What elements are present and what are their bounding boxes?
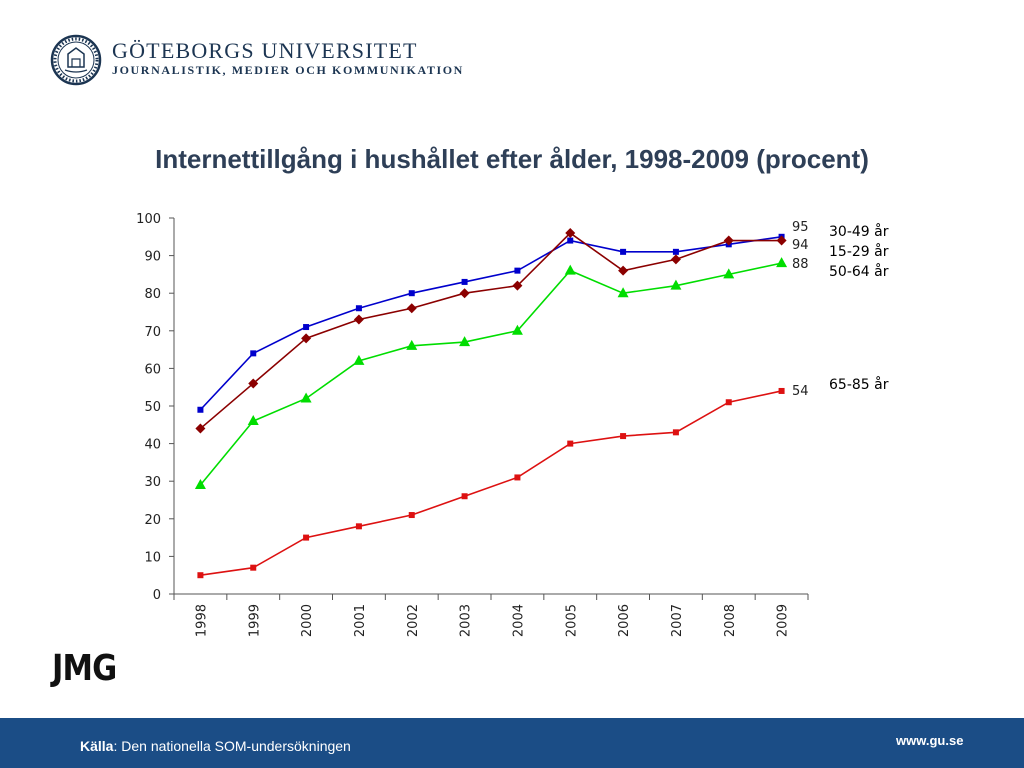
data-point (250, 564, 257, 571)
source-label: Källa (80, 738, 114, 754)
series-line (199, 231, 782, 430)
data-point (511, 324, 523, 335)
legend-label: 15-29 år (829, 243, 889, 260)
x-tick-label: 2007 (670, 604, 685, 637)
data-point (247, 415, 259, 426)
end-value-label: 94 (792, 238, 809, 253)
data-point (567, 440, 574, 447)
jmg-logo: JMG (52, 648, 117, 689)
data-point (564, 264, 576, 275)
data-point (194, 478, 206, 489)
data-point (197, 572, 204, 579)
data-point (723, 235, 734, 246)
x-tick-label: 2002 (406, 604, 421, 637)
legend-label: 30-49 år (829, 223, 889, 240)
data-point (461, 278, 468, 285)
data-point (778, 387, 785, 394)
data-point (197, 406, 204, 413)
y-tick-label: 20 (144, 513, 161, 528)
y-tick-label: 10 (144, 550, 161, 565)
data-point (408, 290, 415, 297)
data-point (723, 268, 735, 279)
data-point (725, 399, 732, 406)
end-value-label: 95 (792, 220, 809, 235)
data-point (620, 433, 627, 440)
x-tick-label: 2004 (511, 604, 526, 637)
end-value-label: 88 (792, 257, 809, 272)
data-point (459, 336, 471, 347)
series-line (199, 236, 782, 411)
data-point (461, 493, 468, 500)
data-point (670, 279, 682, 290)
data-point (301, 333, 312, 344)
data-point (512, 280, 523, 291)
legend-label: 50-64 år (829, 263, 889, 280)
data-point (303, 534, 310, 541)
data-point (776, 257, 788, 268)
data-point (353, 314, 364, 325)
university-name: GÖTEBORGS UNIVERSITET (112, 38, 418, 63)
data-point (514, 267, 521, 274)
website-link[interactable]: www.gu.se (896, 733, 964, 748)
university-seal-icon (50, 34, 102, 86)
legend-label: 65-85 år (829, 376, 889, 393)
data-point (250, 350, 257, 357)
chart-title: Internettillgång i hushållet efter ålder… (155, 144, 869, 174)
data-point (617, 287, 629, 298)
x-tick-label: 2000 (300, 604, 315, 637)
data-point (565, 228, 576, 239)
y-tick-label: 70 (144, 325, 161, 340)
line-chart: 0 10 20 30 40 50 60 70 80 90 100 1998 1999 2000 2001 20… (136, 212, 889, 637)
data-point (300, 392, 312, 403)
data-point (303, 324, 310, 331)
end-value-label: 54 (792, 384, 809, 399)
data-point (620, 248, 627, 255)
x-tick-label: 1998 (194, 604, 209, 637)
x-tick-label: 1999 (247, 604, 262, 637)
data-point (248, 378, 259, 389)
data-point (408, 512, 415, 519)
x-tick-label: 2003 (459, 604, 474, 637)
series-line (199, 262, 782, 486)
data-point (195, 423, 206, 434)
data-point (567, 237, 574, 244)
data-point (406, 303, 417, 314)
x-tick-label: 2006 (617, 604, 632, 637)
source-note: Källa: Den nationella SOM-undersökningen (80, 738, 351, 754)
data-point (459, 288, 470, 299)
university-logo: GÖTEBORGS UNIVERSITET JOURNALISTIK, MEDI… (50, 34, 470, 86)
y-tick-label: 90 (144, 250, 161, 265)
y-tick-label: 40 (144, 438, 161, 453)
y-tick-label: 60 (144, 362, 161, 377)
data-point (776, 235, 787, 246)
y-tick-label: 0 (153, 588, 161, 603)
x-tick-label: 2009 (776, 604, 791, 637)
data-point (355, 305, 362, 312)
data-point (355, 523, 362, 530)
y-tick-label: 100 (136, 212, 161, 227)
x-tick-label: 2005 (564, 604, 579, 637)
x-tick-label: 2001 (353, 604, 368, 637)
y-tick-label: 80 (144, 287, 161, 302)
y-tick-label: 50 (144, 400, 161, 415)
data-point (406, 339, 418, 350)
series-line (200, 390, 782, 576)
x-tick-label: 2008 (723, 604, 738, 637)
data-point (672, 248, 679, 255)
footer-bar: Källa: Den nationella SOM-undersökningen… (0, 718, 1024, 768)
y-tick-label: 30 (144, 475, 161, 490)
data-point (514, 474, 521, 481)
data-point (672, 429, 679, 436)
data-point (353, 354, 365, 365)
department-name: JOURNALISTIK, MEDIER OCH KOMMUNIKATION (112, 63, 464, 77)
data-point (618, 265, 629, 276)
source-text: : Den nationella SOM-undersökningen (113, 738, 351, 754)
data-point (670, 254, 681, 265)
